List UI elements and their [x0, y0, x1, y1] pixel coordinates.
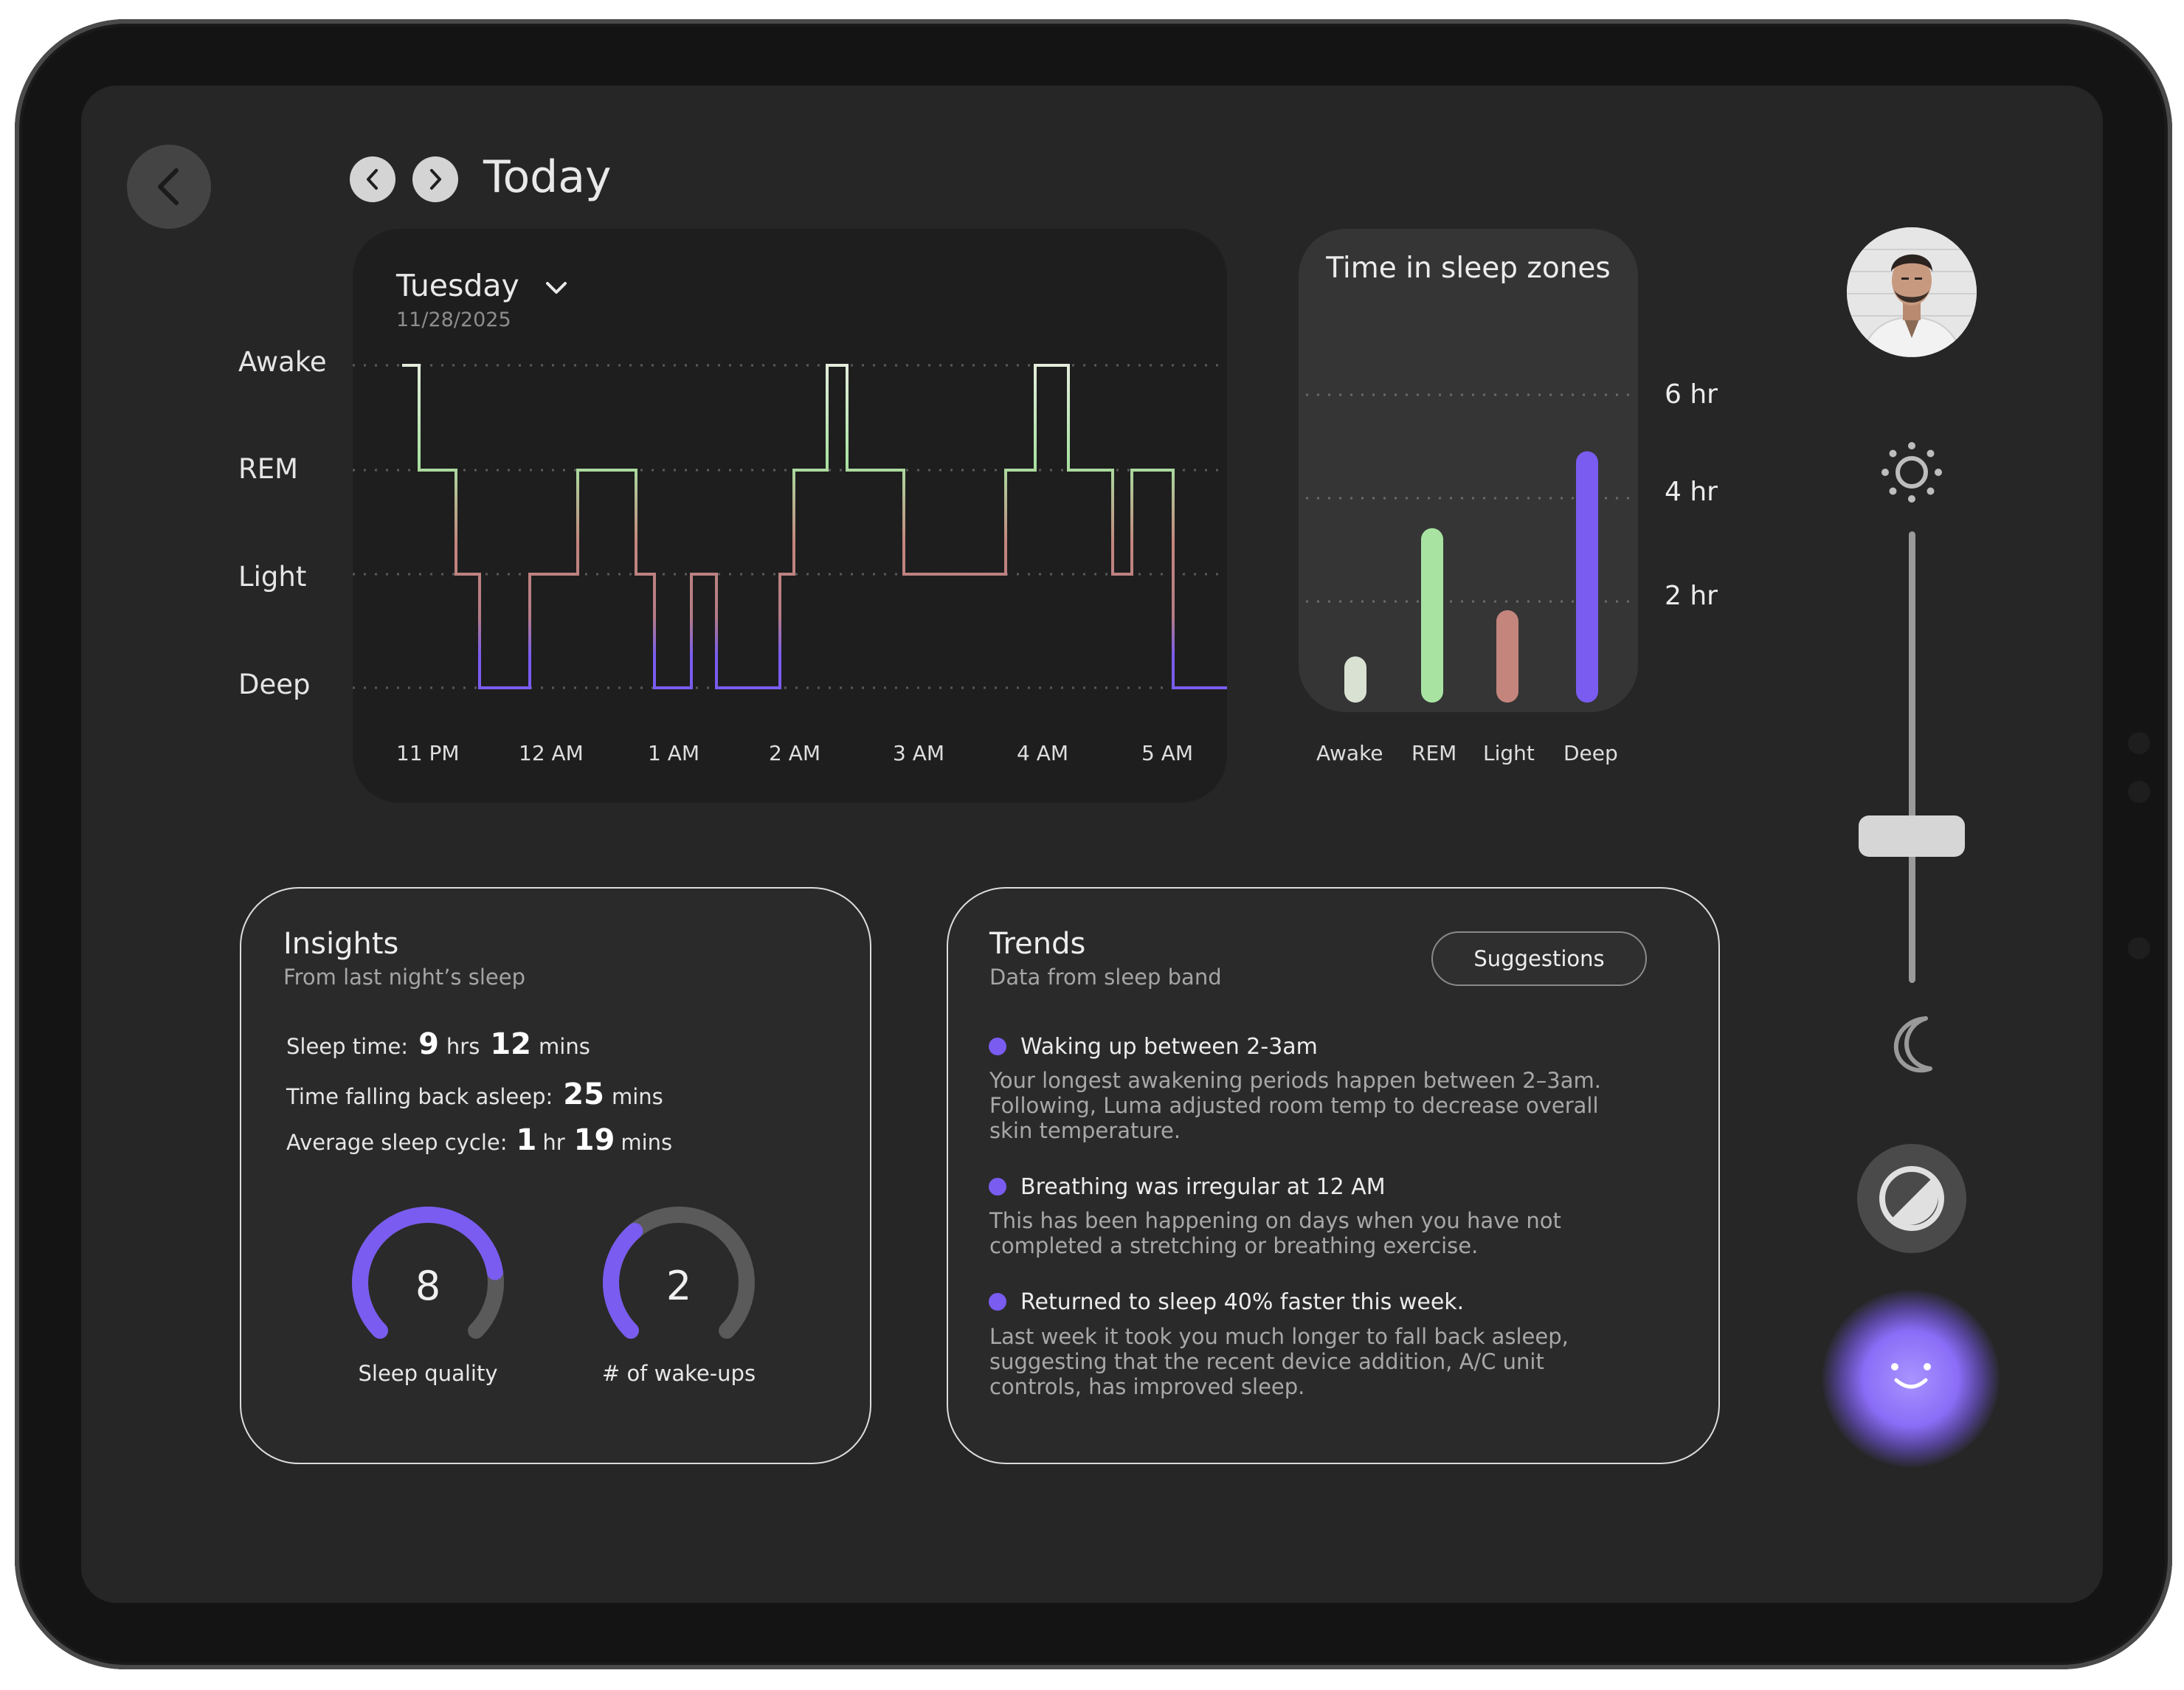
hypnogram-line — [402, 364, 1227, 689]
insights-card — [240, 887, 871, 1464]
previous-day-button[interactable] — [350, 156, 395, 202]
stat-label: Time falling back asleep: — [286, 1084, 553, 1109]
y-tick-label: 4 hr — [1665, 477, 1718, 507]
stage-label-deep: Deep — [238, 669, 311, 700]
avatar[interactable] — [1847, 227, 1977, 357]
insights-title: Insights — [283, 927, 399, 961]
trend-heading: Returned to sleep 40% faster this week. — [1020, 1289, 1465, 1315]
stat-label: Average sleep cycle: — [286, 1130, 508, 1155]
stat-value: 9 — [418, 1027, 439, 1061]
trend-bullet-icon — [989, 1038, 1006, 1055]
trends-title: Trends — [989, 927, 1086, 961]
side-sensor-dot — [2128, 937, 2150, 959]
chevron-left-icon — [367, 169, 378, 190]
bar-light — [1496, 610, 1518, 703]
stat-value: 12 — [490, 1027, 532, 1061]
page-title: Today — [483, 151, 612, 203]
stage-label-awake: Awake — [238, 346, 327, 378]
day-selector-label: Tuesday — [396, 268, 519, 303]
stat-label: Sleep time: — [286, 1034, 409, 1059]
y-tick-label: 6 hr — [1665, 379, 1718, 410]
side-camera-dot — [2128, 732, 2150, 754]
stage-label-light: Light — [238, 561, 307, 593]
date-label: 11/28/2025 — [396, 308, 511, 331]
stat-value: 25 — [563, 1077, 604, 1111]
wakeups-value: 2 — [666, 1263, 692, 1309]
sleep-quality-label: Sleep quality — [358, 1361, 498, 1386]
y-tick-label: 2 hr — [1665, 581, 1718, 611]
category-label: REM — [1411, 741, 1457, 765]
stat-value: 1 — [516, 1123, 537, 1157]
fallback-asleep-stat: Time falling back asleep: 25 mins — [286, 1077, 663, 1111]
stat-unit: mins — [539, 1034, 590, 1059]
chevron-right-icon — [430, 169, 441, 190]
category-label: Deep — [1563, 741, 1618, 765]
wakeups-label: # of wake-ups — [601, 1361, 756, 1386]
trend-heading: Breathing was irregular at 12 AM — [1020, 1174, 1386, 1200]
moon-icon — [1893, 1016, 1932, 1073]
assistant-button[interactable] — [1822, 1290, 2000, 1467]
time-label: 4 AM — [1017, 741, 1069, 765]
brightness-slider-handle[interactable] — [1859, 815, 1965, 857]
time-label: 5 AM — [1141, 741, 1194, 765]
trend-bullet-icon — [989, 1293, 1006, 1311]
hypnogram-card — [353, 229, 1227, 803]
stat-unit: hr — [542, 1130, 565, 1155]
suggestions-button[interactable]: Suggestions — [1431, 931, 1647, 986]
trend-heading: Waking up between 2-3am — [1020, 1034, 1318, 1060]
sleep-time-stat: Sleep time: 9 hrs 12 mins — [286, 1027, 590, 1061]
stat-unit: mins — [621, 1130, 673, 1155]
stat-unit: mins — [611, 1084, 663, 1109]
time-label: 1 AM — [648, 741, 700, 765]
bar-deep — [1576, 451, 1598, 703]
chevron-left-icon — [158, 168, 179, 205]
time-label: 11 PM — [396, 741, 460, 765]
next-day-button[interactable] — [412, 156, 458, 202]
bar-awake — [1344, 656, 1366, 703]
day-selector[interactable]: Tuesday — [396, 267, 569, 304]
stat-unit: hrs — [446, 1034, 480, 1059]
time-label: 3 AM — [893, 741, 945, 765]
back-button[interactable] — [127, 145, 211, 229]
sleep-quality-gauge — [352, 1207, 504, 1339]
time-label: 12 AM — [519, 741, 584, 765]
brightness-slider-track[interactable] — [1909, 531, 1915, 983]
trend-body: Last week it took you much longer to fal… — [989, 1324, 1569, 1399]
trend-body: Your longest awakening periods happen be… — [989, 1068, 1601, 1143]
bar-rem — [1421, 528, 1443, 703]
sleep-cycle-stat: Average sleep cycle: 1 hr 19 mins — [286, 1123, 672, 1157]
sun-icon — [1881, 442, 1942, 503]
stage-label-rem: REM — [238, 453, 299, 485]
trend-body: This has been happening on days when you… — [989, 1208, 1561, 1258]
wakeups-gauge — [603, 1207, 755, 1339]
chevron-down-icon — [545, 282, 567, 294]
stat-value: 19 — [573, 1123, 615, 1157]
contrast-mode-button[interactable] — [1857, 1144, 1966, 1253]
sleep-quality-value: 8 — [415, 1263, 441, 1309]
contrast-icon — [1879, 1166, 1944, 1231]
trend-bullet-icon — [989, 1178, 1006, 1196]
user-avatar-image — [1847, 227, 1977, 357]
insights-subtitle: From last night’s sleep — [283, 965, 525, 990]
time-label: 2 AM — [769, 741, 821, 765]
category-label: Awake — [1316, 741, 1383, 765]
category-label: Light — [1483, 741, 1535, 765]
trends-subtitle: Data from sleep band — [989, 965, 1222, 990]
side-sensor-dot — [2128, 781, 2150, 803]
smile-icon — [1891, 1363, 1931, 1389]
sleep-zones-title: Time in sleep zones — [1326, 252, 1611, 285]
